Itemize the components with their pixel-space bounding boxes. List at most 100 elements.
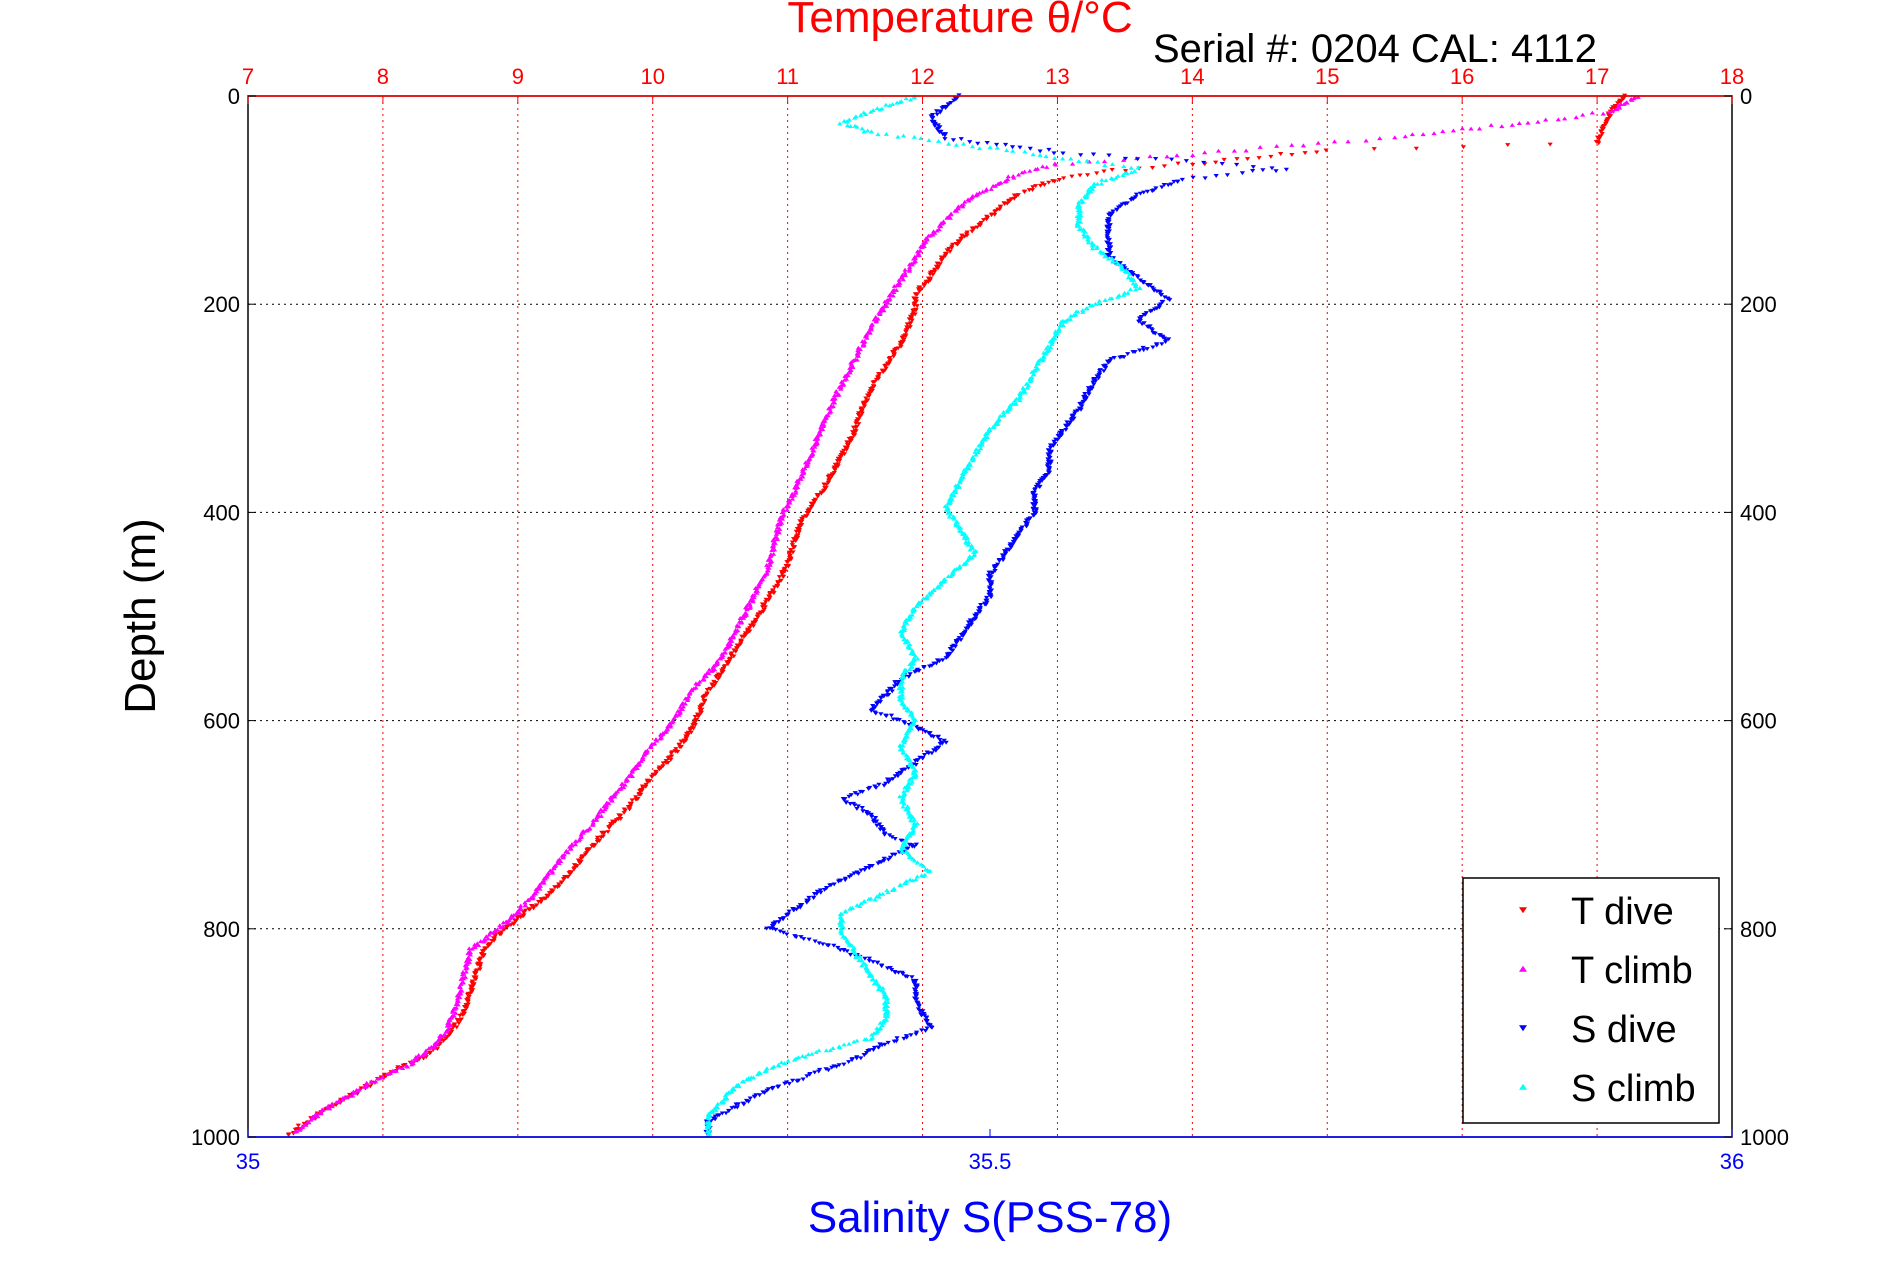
data-point [873, 711, 879, 716]
data-point [1377, 136, 1383, 141]
data-point [919, 1028, 925, 1033]
data-point [681, 738, 687, 743]
data-point [706, 1116, 712, 1121]
data-point [353, 1087, 360, 1092]
data-point [384, 1072, 390, 1076]
data-point [945, 506, 951, 511]
data-point [1137, 286, 1143, 291]
data-point [1609, 108, 1615, 113]
data-point [889, 968, 895, 972]
data-point [767, 560, 773, 565]
data-point [619, 781, 625, 786]
data-point [576, 838, 582, 843]
data-point [770, 548, 776, 552]
data-point [901, 740, 908, 745]
data-point [883, 714, 889, 719]
data-point [1431, 131, 1437, 136]
data-point [1044, 473, 1050, 478]
data-point [526, 907, 532, 912]
data-point [733, 1102, 739, 1107]
data-point [1052, 156, 1058, 160]
data-point [874, 894, 880, 899]
data-point [473, 977, 479, 982]
data-point [869, 973, 875, 978]
data-point [453, 1001, 459, 1006]
data-point [755, 1072, 761, 1077]
data-point [334, 1100, 340, 1105]
data-point [479, 949, 485, 954]
data-point [518, 915, 524, 920]
data-point [833, 389, 839, 393]
data-point [1628, 97, 1634, 101]
data-point [796, 530, 802, 535]
data-point [967, 547, 973, 552]
chart-title: Temperature θ/°C [787, 0, 1132, 42]
data-point [838, 929, 844, 934]
data-point [409, 1062, 415, 1067]
data-point [973, 193, 979, 198]
data-point [471, 942, 478, 947]
data-point [1030, 513, 1036, 518]
data-point [472, 945, 478, 950]
data-point [758, 578, 764, 583]
legend-marker [1519, 907, 1527, 914]
data-point [567, 872, 573, 877]
data-point [988, 213, 995, 218]
data-point [889, 689, 895, 694]
data-point [1081, 397, 1088, 402]
data-point [1061, 176, 1067, 181]
data-point [909, 662, 915, 666]
y-axis-label: Depth (m) [116, 518, 165, 714]
data-point [870, 380, 876, 385]
series-s-dive [703, 93, 1289, 1137]
data-point [765, 558, 771, 562]
data-point [909, 712, 915, 717]
data-point [942, 504, 948, 508]
data-point [329, 1104, 335, 1109]
data-point [847, 952, 854, 957]
data-point [837, 121, 843, 126]
data-point [918, 136, 924, 141]
data-point [873, 978, 879, 983]
data-point [1149, 328, 1155, 333]
data-point [985, 573, 991, 578]
data-point [901, 801, 907, 806]
data-point [1113, 175, 1119, 180]
data-point [1278, 152, 1284, 156]
data-point [899, 675, 905, 680]
data-point [923, 1016, 930, 1020]
data-point [1315, 140, 1321, 145]
data-point [544, 874, 550, 879]
data-point [722, 646, 728, 651]
data-point [496, 932, 503, 937]
data-point [1413, 146, 1419, 151]
data-point [1137, 278, 1144, 283]
data-point [594, 835, 601, 840]
data-point [910, 765, 916, 769]
data-point [904, 1035, 910, 1040]
data-point [854, 124, 860, 129]
data-point [898, 682, 904, 687]
data-point [810, 895, 817, 900]
data-point [1060, 156, 1066, 161]
data-point [1068, 156, 1074, 161]
data-point [1162, 295, 1168, 300]
data-point [820, 942, 826, 947]
data-point [1133, 192, 1140, 197]
data-point [1460, 145, 1467, 150]
data-point [1063, 424, 1070, 429]
data-point [431, 1043, 438, 1048]
data-point [918, 862, 924, 867]
data-point [1061, 319, 1067, 324]
data-point [1017, 145, 1023, 150]
data-point [722, 1093, 728, 1098]
data-point [1144, 189, 1151, 194]
data-point [881, 992, 887, 997]
data-point [907, 758, 913, 762]
data-point [643, 782, 649, 787]
data-point [904, 788, 910, 793]
data-point [900, 339, 907, 344]
data-point [853, 955, 859, 960]
data-point [701, 699, 707, 704]
data-point [1039, 181, 1045, 186]
